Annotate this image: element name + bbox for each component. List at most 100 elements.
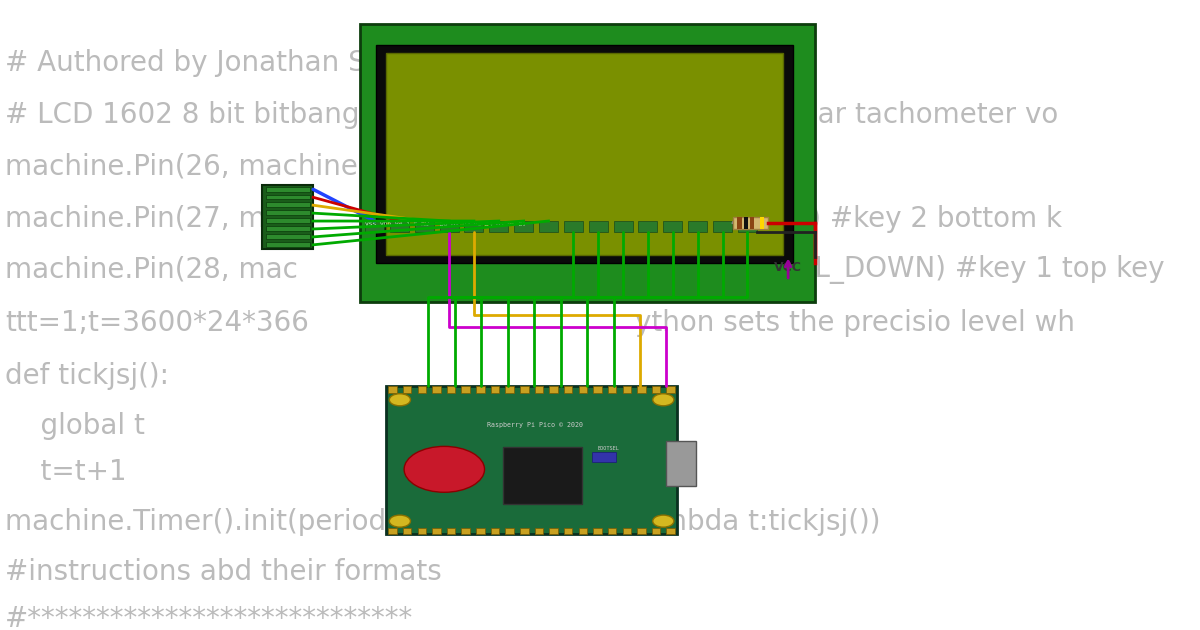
Bar	[505, 386, 514, 393]
Bar	[446, 386, 455, 393]
Bar	[666, 441, 696, 486]
Bar	[652, 386, 660, 393]
Text: #****************************: #****************************	[5, 605, 414, 630]
Bar	[376, 45, 793, 263]
Bar	[652, 528, 660, 534]
Bar	[265, 186, 310, 192]
Circle shape	[404, 447, 485, 492]
Bar	[418, 386, 426, 393]
Bar	[265, 195, 310, 200]
Bar	[666, 528, 674, 534]
Text: # LCD 1602 8 bit bitbang Fo: # LCD 1602 8 bit bitbang Fo	[5, 101, 401, 129]
Bar	[403, 528, 412, 534]
Bar	[637, 528, 646, 534]
Text: machine.Pin(26, machine.Pi: machine.Pin(26, machine.Pi	[5, 152, 391, 180]
Bar	[514, 221, 533, 232]
Bar	[666, 386, 674, 393]
Text: Raspberry Pi Pico © 2020: Raspberry Pi Pico © 2020	[487, 422, 583, 428]
Bar	[713, 221, 732, 232]
Bar	[664, 221, 683, 232]
Bar	[520, 386, 528, 393]
Text: VCC: VCC	[774, 261, 802, 274]
Text: BOOTSEL: BOOTSEL	[598, 446, 619, 451]
Bar	[623, 386, 631, 393]
Bar	[638, 221, 658, 232]
Bar	[439, 221, 458, 232]
Text: PULL_DOWN) #key 1 top key: PULL_DOWN) #key 1 top key	[762, 255, 1164, 284]
Text: t=t+1: t=t+1	[5, 458, 127, 486]
Text: #instructions abd their formats: #instructions abd their formats	[5, 558, 442, 587]
Bar	[744, 217, 748, 229]
Bar	[564, 528, 572, 534]
Bar	[265, 210, 310, 215]
Bar	[418, 528, 426, 534]
Bar	[608, 528, 617, 534]
Bar	[365, 221, 384, 232]
Bar	[415, 221, 433, 232]
Bar	[265, 226, 310, 231]
Bar	[360, 24, 815, 302]
Bar	[476, 386, 485, 393]
Bar	[390, 221, 409, 232]
Bar	[505, 528, 514, 534]
Bar	[389, 386, 397, 393]
Bar	[535, 528, 544, 534]
Bar	[265, 219, 310, 223]
Text: def tickjsj():: def tickjsj():	[5, 362, 169, 389]
Text: machine.Pin(27, mac: machine.Pin(27, mac	[5, 205, 298, 232]
Bar	[432, 528, 440, 534]
Bar	[520, 528, 528, 534]
Bar	[578, 528, 587, 534]
Text: WN) #key 2 bottom k: WN) #key 2 bottom k	[762, 205, 1062, 232]
Circle shape	[653, 515, 674, 527]
Bar	[535, 386, 544, 393]
Bar	[593, 452, 616, 462]
Bar	[737, 217, 742, 229]
Bar	[750, 217, 755, 229]
Bar	[564, 221, 583, 232]
Bar	[593, 528, 601, 534]
Bar	[476, 528, 485, 534]
Bar	[589, 221, 607, 232]
Bar	[432, 386, 440, 393]
Bar	[446, 528, 455, 534]
Bar	[265, 234, 310, 239]
Text: machine.Pin(28, mac: machine.Pin(28, mac	[5, 256, 298, 284]
Bar	[386, 386, 677, 534]
Bar	[578, 386, 587, 393]
Bar	[491, 386, 499, 393]
Bar	[550, 528, 558, 534]
Bar	[738, 221, 757, 232]
Text: global t: global t	[5, 412, 145, 440]
Bar	[637, 386, 646, 393]
Text: VSS VDD V0 1 S RW   D0 D1 D2 D3 D4 D5 D6 D7: VSS VDD V0 1 S RW D0 D1 D2 D3 D4 D5 D6 D…	[365, 222, 527, 227]
Bar	[490, 221, 509, 232]
Bar	[462, 528, 470, 534]
Circle shape	[653, 394, 674, 406]
Bar	[539, 221, 558, 232]
Text: # Authored by Jonathan Sco: # Authored by Jonathan Sco	[5, 49, 398, 77]
Circle shape	[389, 515, 410, 527]
Bar	[688, 221, 707, 232]
Bar	[462, 386, 470, 393]
Bar	[403, 386, 412, 393]
Bar	[389, 528, 397, 534]
Bar	[265, 242, 310, 247]
Bar	[491, 528, 499, 534]
Text: machine.Timer().init(period=1000, callback=lambda t:tickjsj()): machine.Timer().init(period=1000, callba…	[5, 508, 881, 536]
Bar	[265, 202, 310, 207]
Bar	[608, 386, 617, 393]
Bar	[733, 217, 768, 229]
Text: ython sets the precisio level wh: ython sets the precisio level wh	[635, 309, 1075, 337]
Bar	[760, 217, 764, 229]
Bar	[464, 221, 484, 232]
Bar	[503, 447, 582, 504]
Text: ttt=1;t=3600*24*366: ttt=1;t=3600*24*366	[5, 309, 310, 337]
Bar	[386, 52, 782, 255]
Circle shape	[389, 394, 410, 406]
Bar	[550, 386, 558, 393]
Text: as car tachometer vo: as car tachometer vo	[762, 101, 1058, 129]
Bar	[564, 386, 572, 393]
Bar	[593, 386, 601, 393]
Text: WI: WI	[725, 49, 761, 77]
